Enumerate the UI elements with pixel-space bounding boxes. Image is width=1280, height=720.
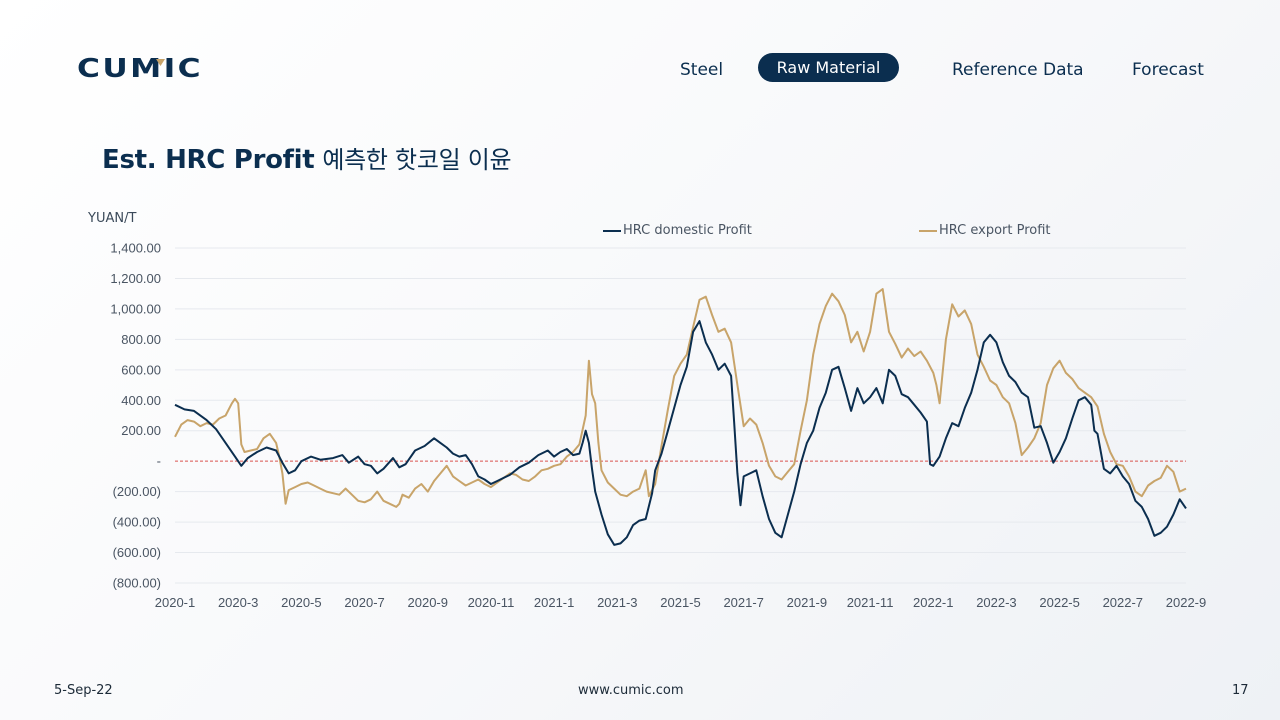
x-tick-label: 2021-11: [847, 595, 894, 610]
title-english: Est. HRC Profit: [102, 145, 315, 175]
y-tick-label: (400.00): [113, 515, 161, 530]
x-tick-label: 2021-3: [597, 595, 637, 610]
x-tick-label: 2022-7: [1103, 595, 1143, 610]
y-tick-label: 200.00: [121, 423, 161, 438]
y-tick-label: 1,400.00: [110, 241, 161, 256]
footer-page-number: 17: [1232, 683, 1249, 698]
y-tick-label: (600.00): [113, 545, 161, 560]
nav-raw-material[interactable]: Raw Material: [758, 53, 899, 82]
legend-domestic-swatch: [603, 229, 621, 232]
cumic-logo: CUMIC: [77, 56, 203, 78]
x-tick-label: 2020-5: [281, 595, 321, 610]
legend-export-label: HRC export Profit: [939, 223, 1051, 238]
x-tick-label: 2021-9: [787, 595, 827, 610]
y-tick-label: (200.00): [113, 484, 161, 499]
legend-domestic: HRC domestic Profit: [603, 223, 752, 238]
x-tick-label: 2021-1: [534, 595, 574, 610]
x-tick-label: 2021-7: [723, 595, 763, 610]
x-tick-label: 2021-5: [660, 595, 700, 610]
y-tick-label: 1,200.00: [110, 271, 161, 286]
footer-website[interactable]: www.cumic.com: [578, 683, 684, 698]
legend-domestic-label: HRC domestic Profit: [623, 223, 752, 238]
y-axis-unit: YUAN/T: [88, 211, 137, 226]
legend-export: HRC export Profit: [919, 223, 1051, 238]
page-title: Est. HRC Profit 예측한 핫코일 이윤: [102, 140, 512, 175]
footer-date: 5-Sep-22: [54, 683, 113, 698]
title-korean: 예측한 핫코일 이윤: [322, 146, 512, 174]
y-tick-label: (800.00): [113, 576, 161, 591]
logo-text: CUMIC: [77, 56, 203, 78]
logo-accent-triangle: [156, 59, 165, 66]
legend-export-swatch: [919, 229, 937, 232]
y-tick-label: 400.00: [121, 393, 161, 408]
x-tick-label: 2020-9: [408, 595, 448, 610]
x-tick-label: 2020-7: [344, 595, 384, 610]
x-tick-label: 2022-5: [1039, 595, 1079, 610]
x-tick-label: 2020-11: [468, 595, 515, 610]
nav-forecast[interactable]: Forecast: [1132, 60, 1204, 80]
x-tick-label: 2022-3: [976, 595, 1016, 610]
series-export-line: [174, 288, 1187, 508]
y-tick-label: 800.00: [121, 332, 161, 347]
series-domestic-line: [174, 320, 1187, 546]
nav-steel[interactable]: Steel: [680, 60, 724, 80]
x-tick-label: 2020-3: [218, 595, 258, 610]
x-tick-label: 2022-1: [913, 595, 953, 610]
y-tick-label: 1,000.00: [110, 301, 161, 316]
x-tick-label: 2020-1: [155, 595, 195, 610]
nav-reference-data[interactable]: Reference Data: [952, 60, 1084, 80]
x-tick-label: 2022-9: [1166, 595, 1206, 610]
y-tick-label: -: [157, 454, 161, 469]
y-tick-label: 600.00: [121, 362, 161, 377]
